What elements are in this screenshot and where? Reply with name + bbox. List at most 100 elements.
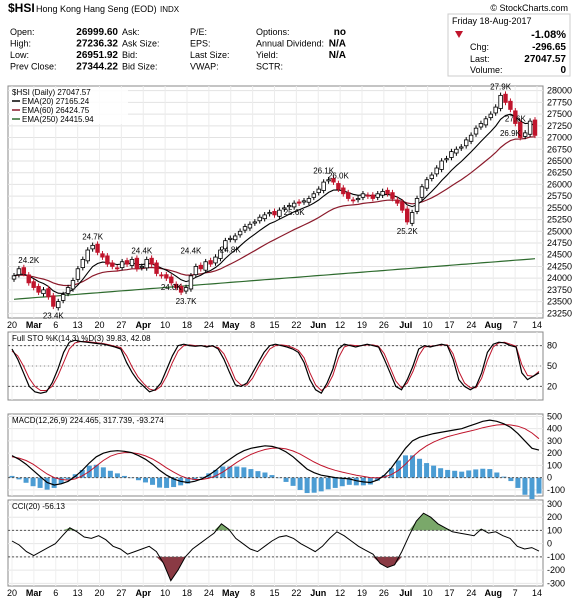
x-tick-label: Mar — [26, 320, 43, 330]
macd-hist-bar — [107, 470, 113, 478]
candle-body — [173, 283, 179, 288]
macd-hist-bar — [143, 477, 149, 483]
macd-hist-bar — [339, 477, 345, 487]
macd-hist-bar — [297, 477, 303, 490]
candle-body — [129, 259, 135, 266]
price-annotation: 26.1K — [313, 167, 335, 176]
price-annotation: 26.0K — [328, 171, 350, 180]
x-tick-label: Apr — [136, 320, 152, 330]
candle-body — [444, 158, 449, 161]
x-tick-label: 27 — [116, 320, 126, 330]
x-tick-label: 10 — [423, 588, 433, 598]
macd-hist-bar — [424, 463, 430, 478]
ema20-line — [13, 113, 536, 295]
macd-hist-bar — [459, 471, 465, 478]
field-label: High: — [10, 39, 31, 49]
macd-hist-bar — [473, 469, 479, 478]
candle-body — [119, 261, 125, 269]
candle-body — [424, 179, 430, 189]
sto-panel-tick-label: 20 — [547, 381, 557, 391]
x-tick-label: 15 — [269, 320, 279, 330]
macd-hist-bar — [318, 477, 324, 492]
sto-k-line — [11, 339, 540, 395]
macd-hist-bar — [262, 472, 268, 478]
quote-date: Friday 18-Aug-2017 — [452, 16, 532, 26]
candle-body — [326, 179, 331, 182]
macd-hist-bar — [417, 458, 423, 478]
candle-body — [527, 120, 533, 135]
candle-body — [115, 267, 120, 270]
macd-hist-bar — [248, 469, 254, 478]
macd-hist-bar — [44, 477, 50, 490]
candle-body — [346, 192, 351, 199]
candle-body — [301, 200, 307, 203]
x-tick-label: 24 — [466, 588, 476, 598]
candle-body — [390, 192, 395, 199]
candle-body — [503, 93, 508, 103]
macd-hist-bar — [522, 477, 528, 495]
macd-hist-bar — [135, 477, 141, 481]
x-tick-label: 15 — [269, 588, 279, 598]
macd-hist-bar — [374, 477, 380, 481]
x-tick-label: 14 — [532, 320, 542, 330]
candle-body — [16, 268, 22, 276]
macd-hist-bar — [227, 466, 233, 478]
macd-hist-bar — [164, 477, 170, 488]
macd-signal-line — [11, 423, 540, 481]
candle-body — [508, 100, 513, 110]
x-tick-label: Jul — [399, 320, 412, 330]
candle-body — [287, 205, 292, 208]
macd-hist-bar — [452, 470, 458, 478]
macd-panel-tick-label: 100 — [547, 460, 562, 470]
candle-body — [370, 194, 376, 199]
candle-body — [252, 221, 258, 224]
cci-panel-tick-label: 100 — [547, 525, 562, 535]
price-annotation: 25.2K — [397, 227, 419, 236]
candle-body — [282, 207, 287, 210]
macd-hist-bar — [438, 468, 444, 478]
macd-hist-bar — [346, 477, 352, 485]
macd-hist-bar — [290, 477, 296, 486]
candle-body — [291, 202, 297, 208]
candle-body — [218, 249, 223, 259]
x-tick-label: 22 — [291, 320, 301, 330]
candle-body — [513, 110, 518, 124]
x-tick-label: 8 — [250, 320, 255, 330]
x-tick-label: 27 — [116, 588, 126, 598]
candle-body — [306, 198, 312, 203]
legend-entry: EMA(20) 27165.24 — [22, 97, 90, 106]
x-tick-label: Apr — [136, 588, 152, 598]
change-pct: -1.08% — [531, 29, 566, 41]
cci-panel: -300 -200 -100 0 100 200 300 CCI(20) -56.13 20 Ma… — [7, 499, 565, 598]
candle-body — [188, 275, 194, 290]
macd-hist-bar — [325, 477, 331, 490]
price-annotation: 24.4K — [180, 246, 202, 255]
candle-body — [498, 94, 503, 109]
x-tick-label: Jun — [310, 588, 326, 598]
macd-hist-bar — [9, 475, 15, 478]
candle-body — [341, 187, 346, 195]
price-tick-label: 27750 — [547, 97, 572, 107]
field-label: EPS: — [190, 39, 211, 49]
x-tick-label: 26 — [379, 588, 389, 598]
field-label: Last Size: — [190, 50, 230, 60]
macd-hist-bar — [402, 455, 408, 478]
macd-panel-tick-label: 200 — [547, 448, 562, 458]
candle-body — [21, 267, 27, 274]
cci-panel-tick-label: -300 — [547, 578, 565, 588]
macd-hist-bar — [192, 477, 198, 481]
field-label: Bid Size: — [122, 62, 158, 72]
field-value: 26999.60 — [76, 27, 118, 38]
candle-body — [124, 260, 130, 265]
macd-hist-bar — [487, 469, 493, 478]
x-tick-label: 20 — [7, 588, 17, 598]
macd-hist-bar — [157, 477, 163, 488]
x-tick-label: 20 — [94, 588, 104, 598]
candle-body — [395, 199, 400, 204]
candle-body — [110, 262, 115, 267]
macd-hist-bar — [114, 473, 120, 478]
macd-hist-bar — [480, 468, 486, 478]
candle-body — [183, 287, 189, 292]
symbol: $HSI — [8, 1, 35, 15]
price-tick-label: 25000 — [547, 226, 572, 236]
